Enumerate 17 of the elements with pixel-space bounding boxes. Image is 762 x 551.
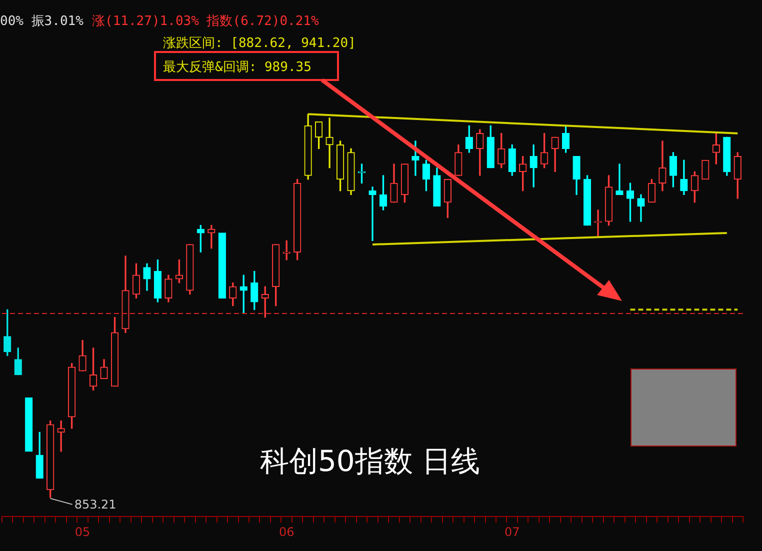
- text: 最大反弹&回调: 989.35: [163, 59, 312, 76]
- x-tick-label: 05: [74, 524, 90, 539]
- x-tick-label: 07: [504, 524, 520, 539]
- text: 科创50指数 日线: [258, 443, 482, 480]
- candlestick: [702, 160, 710, 180]
- candlestick: [218, 232, 226, 298]
- annotation: 853.21: [74, 498, 116, 512]
- candlestick: [616, 164, 624, 195]
- text: 00% 振3.01%: [0, 13, 84, 30]
- candlestick: [25, 397, 33, 452]
- candlestick: [326, 118, 334, 168]
- x-tick-label: 06: [278, 524, 294, 539]
- candlestick: [57, 420, 65, 452]
- text: 涨(11.27)1.03% 指数(6.72)0.21%: [92, 13, 319, 30]
- candlestick: [594, 210, 602, 238]
- text: 涨跌区间: [882.62, 941.20]: [163, 35, 356, 52]
- candlestick: [368, 186, 376, 241]
